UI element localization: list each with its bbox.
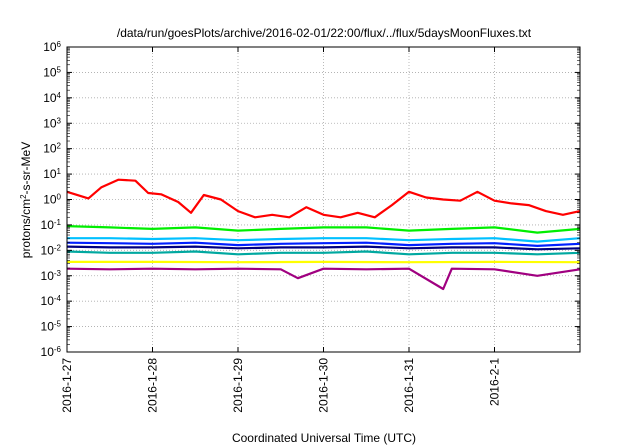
y-tick-label: 101	[43, 167, 61, 182]
y-tick-label: 10-1	[41, 217, 62, 232]
y-axis-ticks: 10-6 10-5 10-4 10-3 10-2 10-1 100 101 102 103 104 1…	[41, 40, 580, 360]
x-tick-label: 2016-1-28	[146, 358, 160, 413]
x-tick-label: 2016-2-1	[488, 358, 502, 406]
x-tick-label: 2016-1-29	[231, 358, 245, 413]
y-tick-label: 104	[43, 90, 61, 105]
series-line-2	[66, 225, 581, 234]
x-tick-label: 2016-1-30	[317, 358, 331, 413]
y-tick-label: 105	[43, 65, 61, 80]
y-tick-label: 102	[43, 141, 61, 156]
y-tick-label: 10-6	[41, 345, 62, 360]
x-axis-ticks: 2016-1-27 2016-1-28 2016-1-29 2016-1-30 2016…	[60, 47, 502, 413]
chart-title: /data/run/goesPlots/archive/2016-02-01/2…	[117, 26, 532, 40]
y-axis-label: protons/cm2-s-sr-MeV	[19, 142, 34, 258]
x-tick-label: 2016-1-27	[60, 358, 74, 413]
series-line-6	[66, 250, 581, 256]
y-tick-label: 10-3	[41, 268, 62, 283]
series-layer	[66, 178, 581, 291]
y-tick-label: 10-4	[41, 294, 62, 309]
y-tick-label: 10-2	[41, 243, 62, 257]
series-line-3	[67, 237, 581, 243]
series-line-4	[66, 241, 581, 247]
series-line-5	[66, 245, 581, 251]
y-tick-label: 106	[43, 40, 61, 55]
series-line-1	[66, 178, 581, 219]
series-line-8	[66, 267, 581, 291]
y-tick-label: 103	[43, 116, 61, 131]
x-axis-label: Coordinated Universal Time (UTC)	[232, 431, 416, 445]
x-tick-label: 2016-1-31	[402, 358, 416, 413]
y-tick-label: 10-5	[41, 319, 62, 334]
y-tick-label: 100	[43, 192, 61, 207]
